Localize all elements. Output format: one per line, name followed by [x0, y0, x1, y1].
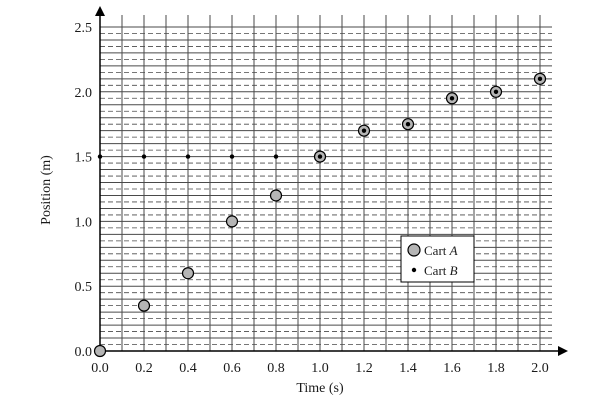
x-tick-label: 2.0 [531, 361, 549, 376]
y-tick-label: 1.0 [75, 215, 93, 230]
cart-b-point [449, 96, 455, 101]
cart-b-point [537, 76, 543, 82]
x-tick-label: 0.2 [135, 361, 153, 376]
cart-b-point [229, 154, 235, 159]
y-tick-label: 2.5 [75, 21, 93, 36]
x-tick-label: 1.0 [311, 361, 329, 376]
x-tick-label: 1.2 [355, 361, 373, 376]
y-tick-label: 0.5 [75, 280, 93, 295]
cart-a-point [181, 267, 195, 280]
tick-labels: 0.0 0.2 0.4 0.6 0.8 1.0 1.2 1.4 1.6 1.8 2.0 0.0 0.5 1… [75, 21, 549, 376]
cart-b-point [361, 128, 367, 133]
legend-label-cart-b: Cart B [424, 263, 458, 278]
cart-a-point [93, 344, 107, 358]
data-points [93, 72, 547, 358]
cart-b-point [317, 154, 323, 159]
x-tick-label: 1.4 [399, 361, 417, 376]
legend-label-cart-a: Cart A [424, 243, 458, 258]
y-axis-arrow [95, 6, 105, 16]
axes [95, 6, 568, 356]
x-axis-arrow [558, 346, 568, 356]
y-tick-label: 2.0 [75, 86, 93, 101]
x-axis-title: Time (s) [296, 381, 344, 396]
x-tick-label: 1.6 [443, 361, 461, 376]
x-tick-label: 1.8 [487, 361, 505, 376]
cart-b-point [141, 154, 147, 159]
y-tick-label: 0.0 [75, 345, 93, 360]
x-tick-label: 0.8 [267, 361, 285, 376]
y-axis-title: Position (m) [39, 155, 54, 225]
cart-a-point [137, 299, 151, 312]
cart-b-point [493, 89, 499, 95]
grid [100, 15, 552, 351]
x-tick-label: 0.0 [91, 361, 109, 376]
y-tick-label: 1.5 [75, 151, 93, 166]
legend-marker-cart-a [407, 243, 421, 257]
cart-b-point [405, 122, 411, 127]
cart-b-point [97, 154, 103, 159]
x-tick-label: 0.4 [179, 361, 197, 376]
legend-marker-cart-b [411, 267, 417, 273]
cart-b-point [185, 154, 191, 159]
legend: Cart A Cart B [400, 235, 475, 283]
x-tick-label: 0.6 [223, 361, 241, 376]
cart-a-point [269, 189, 283, 202]
cart-b-point [273, 154, 279, 159]
cart-a-point [225, 215, 239, 228]
